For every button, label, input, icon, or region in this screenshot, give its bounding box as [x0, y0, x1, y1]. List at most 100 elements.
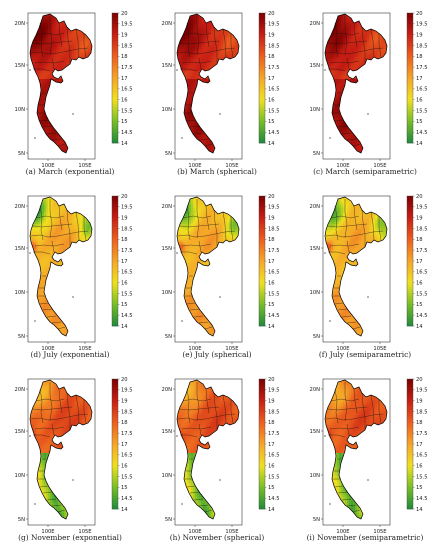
latitude-label: 10N [162, 473, 173, 479]
colorbar-tick-label: 19 [416, 215, 423, 221]
colorbar-tick-label: 20 [268, 377, 275, 383]
colorbar-tick-label: 14 [268, 507, 275, 513]
latitude-label: 5N [18, 334, 25, 340]
latitude-label: 5N [313, 334, 320, 340]
country-outline [176, 196, 240, 337]
longitude-label: 105E [373, 163, 386, 167]
country-outline [176, 379, 240, 520]
colorbar-tick-label: 20 [416, 194, 423, 200]
map-panel-2: 20N 15N 10N 5N 100E 105E 20 19.5 19 18.5 18 17.5 17 1… [147, 0, 287, 183]
longitude-label: 100E [336, 529, 349, 533]
latitude-label: 10N [15, 290, 26, 296]
colorbar-tick-label: 20 [268, 11, 275, 17]
latitude-label: 20N [15, 204, 26, 210]
panel-caption: (h) November (spherical) [147, 533, 287, 542]
latitude-label: 15N [310, 63, 321, 69]
latitude-label: 10N [15, 473, 26, 479]
latitude-label: 15N [162, 246, 173, 252]
colorbar-tick-label: 16 [268, 463, 275, 469]
colorbar-tick-label: 19.5 [268, 22, 280, 28]
map-panel-3: 20N 15N 10N 5N 100E 105E 20 19.5 19 18.5 18 17.5 17 1… [295, 0, 434, 183]
colorbar-tick-label: 16.5 [416, 453, 428, 459]
longitude-label: 100E [41, 529, 54, 533]
latitude-label: 20N [162, 204, 173, 210]
latitude-label: 10N [310, 107, 321, 113]
panel-caption: (b) March (spherical) [147, 167, 287, 176]
colorbar-tick-label: 18.5 [416, 226, 428, 232]
panel-caption: (i) November (semiparametric) [295, 533, 434, 542]
island-dot [29, 435, 31, 437]
colorbar-tick-label: 20 [121, 194, 128, 200]
map-svg: 20N 15N 10N 5N 100E 105E 20 19.5 19 18.5 18 17.5 17 1… [310, 377, 428, 533]
map-svg: 20N 15N 10N 5N 100E 105E 20 19.5 19 18.5 18 17.5 17 1… [15, 377, 133, 533]
latitude-label: 5N [165, 517, 172, 523]
province-boundaries [325, 199, 384, 330]
island-dot [29, 69, 31, 71]
colorbar-tick-label: 15.5 [268, 291, 280, 297]
longitude-label: 105E [373, 346, 386, 350]
longitude-label: 100E [336, 163, 349, 167]
latitude-label: 20N [15, 387, 26, 393]
colorbar-tick-label: 18.5 [416, 43, 428, 49]
island-dot [176, 435, 178, 437]
colorbar-tick-label: 19 [416, 398, 423, 404]
colorbar-tick-label: 19 [268, 32, 275, 38]
colorbar-tick-label: 17 [416, 76, 423, 82]
longitude-label: 105E [78, 529, 91, 533]
colorbar-tick-label: 15 [121, 302, 128, 308]
map-panel-4: 20N 15N 10N 5N 100E 105E 20 19.5 19 18.5 18 17.5 17 1… [0, 183, 140, 366]
colorbar-tick-label: 17 [121, 76, 128, 82]
island-dot [72, 296, 74, 298]
colorbar-tick-label: 19.5 [416, 388, 428, 394]
colorbar-tick-label: 18.5 [121, 43, 133, 49]
colorbar-tick-label: 18.5 [121, 226, 133, 232]
colorbar-tick-label: 19.5 [121, 388, 133, 394]
colorbar-tick-label: 14.5 [268, 496, 280, 502]
island-dot [367, 296, 369, 298]
latitude-label: 20N [162, 21, 173, 27]
longitude-label: 100E [188, 346, 201, 350]
colorbar-tick-label: 19 [268, 398, 275, 404]
longitude-label: 100E [41, 346, 54, 350]
colorbar-tick-label: 18 [416, 54, 423, 60]
colorbar-tick-label: 18.5 [121, 409, 133, 415]
colorbar-tick-label: 16 [121, 280, 128, 286]
colorbar-tick-label: 16 [121, 463, 128, 469]
colorbar-tick-label: 15 [416, 485, 423, 491]
colorbar-tick-label: 18 [268, 237, 275, 243]
colorbar: 20 19.5 19 18.5 18 17.5 17 16.5 16 15.5 15 14.5 14 [111, 377, 133, 513]
longitude-label: 105E [373, 529, 386, 533]
colorbar-tick-label: 16.5 [121, 453, 133, 459]
colorbar-tick-label: 15 [121, 485, 128, 491]
colorbar-tick-label: 18 [416, 420, 423, 426]
colorbar-tick-label: 14 [416, 507, 423, 513]
island-dot [72, 479, 74, 481]
colorbar-tick-label: 15 [268, 485, 275, 491]
colorbar-tick-label: 16 [416, 463, 423, 469]
island-dot [34, 503, 36, 505]
island-dot [329, 137, 331, 139]
province-boundaries [325, 16, 384, 147]
panel-caption: (e) July (spherical) [147, 350, 287, 359]
longitude-label: 105E [225, 163, 238, 167]
island-dot [176, 252, 178, 254]
island-dot [324, 435, 326, 437]
latitude-label: 20N [310, 387, 321, 393]
country-outline [29, 13, 93, 154]
colorbar-tick-label: 19.5 [268, 388, 280, 394]
colorbar-tick-label: 14.5 [416, 130, 428, 136]
island-dot [176, 69, 178, 71]
colorbar-tick-label: 18.5 [268, 43, 280, 49]
colorbar-tick-label: 18 [121, 237, 128, 243]
latitude-label: 20N [310, 204, 321, 210]
colorbar-tick-label: 16.5 [268, 270, 280, 276]
colorbar-tick-label: 17.5 [416, 431, 428, 437]
colorbar-tick-label: 15 [268, 119, 275, 125]
colorbar-tick-label: 17 [268, 259, 275, 265]
colorbar-tick-label: 14.5 [121, 496, 133, 502]
country-outline [324, 13, 388, 154]
latitude-label: 15N [310, 429, 321, 435]
colorbar-tick-label: 16 [268, 280, 275, 286]
colorbar-tick-label: 19 [268, 215, 275, 221]
island-dot [324, 69, 326, 71]
